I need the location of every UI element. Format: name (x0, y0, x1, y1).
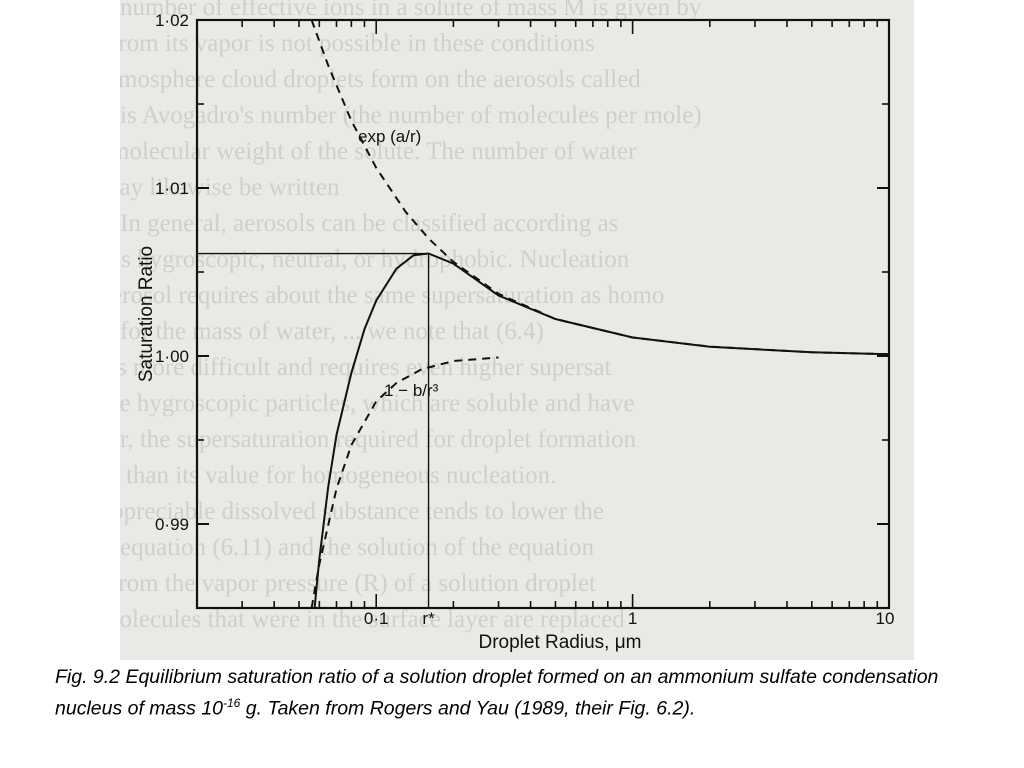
bleed-line: r, the supersaturation required for drop… (120, 426, 637, 453)
bleed-line: from its vapor is not possible in these … (120, 30, 595, 57)
bleed-through-text: number of effective ions in a solute of … (120, 0, 914, 660)
saturation-ratio-chart: 1·02 1·01 1·00 0·99 0·1 r* 1 10 exp (a/r) 1 − b/r… (136, 11, 894, 653)
series-0-curve (310, 19, 890, 356)
axis-ticks (196, 19, 889, 608)
x-axis-title: Droplet Radius, μm (478, 632, 641, 653)
series-2-curve (313, 252, 890, 609)
x-tick-label: r* (422, 609, 435, 628)
y-axis-title: Saturation Ratio (136, 246, 157, 382)
caption-text-end: g. Taken from Rogers and Yau (1989, thei… (240, 697, 696, 720)
bleed-line: is Avogadro's number (the number of mole… (120, 102, 702, 129)
x-tick-label: 10 (876, 609, 895, 628)
y-tick-label: 1·00 (155, 347, 189, 366)
bleed-line: as hygroscopic, neutral, or hydrophobic.… (120, 246, 630, 273)
x-tick-label: 0·1 (364, 609, 389, 628)
solute-curve-label-text: 1 − b/r³ (384, 381, 439, 400)
x-tick-label: 1 (628, 609, 637, 628)
bleed-line: aerosol requires about the same supersat… (120, 282, 665, 309)
plot-frame (195, 18, 891, 610)
bleed-line: number of effective ions in a solute of … (120, 0, 702, 21)
exp-curve-label: exp (a/r) (358, 127, 421, 146)
bleed-line: equation (6.11) and the solution of the … (120, 534, 594, 561)
bleed-line: molecular weight of the solute. The numb… (120, 138, 637, 165)
y-tick-label: 0·99 (155, 515, 189, 534)
figure-scan: number of effective ions in a solute of … (120, 0, 914, 660)
bleed-line: molecules that were in the surface layer… (120, 606, 625, 633)
bleed-line: atmosphere cloud droplets form on the ae… (120, 66, 641, 93)
chart-labels: 1·02 1·01 1·00 0·99 0·1 r* 1 10 exp (a/r) 1 − b/r… (136, 11, 894, 653)
bleed-line: appreciable dissolved substance tends to… (120, 498, 605, 525)
y-tick-label: 1·01 (155, 179, 189, 198)
figure-caption: Fig. 9.2 Equilibrium saturation ratio of… (55, 664, 955, 722)
bleed-line: the hygroscopic particles, which are sol… (120, 390, 635, 417)
chart-curves (197, 19, 890, 609)
caption-text: Fig. 9.2 Equilibrium saturation ratio of… (55, 666, 939, 720)
bleed-line: from the vapor pressure (R) of a solutio… (120, 570, 596, 597)
bleed-line: may likewise be written (120, 174, 340, 201)
solute-curve-label: 1 − b/r³ (384, 381, 439, 400)
bleed-line: In general, aerosols can be classified a… (120, 210, 619, 237)
bleed-line: is more difficult and requires even high… (120, 354, 612, 381)
series-1-curve (310, 356, 499, 609)
bleed-line: for the mass of water, ... we note that … (120, 318, 544, 345)
caption-exponent: -16 (223, 696, 241, 710)
y-tick-label: 1·02 (155, 11, 189, 30)
